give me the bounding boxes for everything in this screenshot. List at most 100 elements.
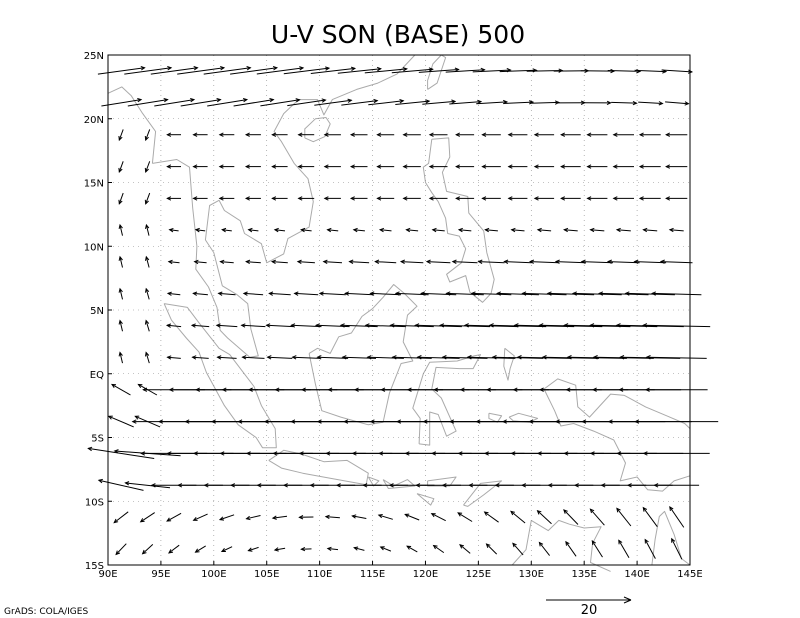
wind-vector-shaft (514, 324, 575, 328)
wind-vector-head (606, 100, 612, 106)
credit-text: GrADS: COLA/IGES (4, 607, 88, 617)
wind-vector-head (566, 355, 572, 360)
wind-vector-head (192, 291, 198, 296)
wind-vector-shaft (433, 545, 445, 554)
wind-vector-head (242, 291, 248, 296)
wind-vector-shaft (243, 292, 264, 296)
wind-vector-head (168, 387, 174, 392)
wind-vector-head (166, 132, 172, 137)
wind-vector-head (318, 291, 324, 296)
wind-vector-shaft (246, 261, 261, 264)
wind-vector-head (616, 507, 621, 513)
wind-vector-head (684, 101, 690, 106)
wind-vector-shaft (616, 508, 632, 527)
wind-vector-head (115, 550, 121, 556)
wind-vector-shaft (222, 229, 232, 232)
coastline (152, 54, 416, 358)
wind-vector-shaft (486, 543, 498, 555)
wind-vector-shaft (472, 69, 511, 73)
wind-vector-shaft (219, 514, 235, 521)
wind-vector-head (496, 291, 502, 296)
wind-vector-shaft (154, 99, 195, 107)
wind-vector-shaft (145, 192, 151, 204)
wind-vector-shaft (260, 99, 300, 107)
wind-vector-head (190, 323, 196, 328)
wind-vector-head (326, 546, 332, 552)
wind-vector-shaft (327, 548, 339, 551)
wind-vector-shaft (445, 69, 485, 73)
wind-vector-head (321, 98, 327, 103)
wind-vector-head (516, 355, 522, 360)
wind-vector-head (589, 323, 595, 328)
wind-vector-shaft (193, 513, 208, 521)
wind-vector-head (399, 259, 405, 264)
wind-vector-head (481, 164, 487, 169)
lon-tick-label: 145E (677, 569, 702, 580)
reference-vector: 20 (546, 596, 632, 618)
wind-vector-head (466, 355, 472, 360)
wind-vector-shaft (218, 292, 236, 296)
wind-vector-shaft (590, 508, 605, 526)
wind-vector-shaft (530, 101, 559, 104)
wind-vector-head (343, 419, 349, 424)
wind-vector-head (428, 132, 434, 137)
wind-vector-head (589, 508, 595, 514)
wind-vector-shaft (125, 482, 171, 489)
wind-vector-head (353, 387, 359, 392)
wind-vector-head (529, 259, 535, 264)
longitude-axis: 90E 95E 100E 105E 110E 115E 120E 125E 130E 135E 14… (98, 561, 703, 580)
lat-tick-label: EQ (90, 370, 104, 381)
wind-vector-shaft (118, 161, 124, 173)
wind-vector-head (241, 355, 247, 360)
wind-vector-shaft (395, 100, 430, 105)
wind-vector-head (626, 483, 632, 488)
wind-vector-head (477, 259, 483, 264)
wind-vector-head (616, 451, 622, 456)
wind-vector-shaft (440, 324, 491, 328)
wind-vector-shaft (547, 292, 595, 296)
wind-vector-head (297, 164, 303, 169)
wind-vector-head (615, 227, 621, 233)
wind-vector-shaft (563, 509, 579, 525)
wind-vector-head (167, 259, 173, 265)
wind-vector-head (668, 227, 674, 233)
wind-vector-head (399, 99, 405, 104)
wind-vector-head (344, 291, 350, 296)
wind-vector-shaft (314, 99, 352, 106)
wind-vector-head (195, 387, 201, 392)
wind-vector-head (220, 66, 226, 71)
wind-vector-head (563, 451, 569, 456)
wind-vector-head (394, 291, 400, 296)
wind-vector-head (140, 66, 146, 71)
wind-vector-head (638, 164, 644, 169)
wind-vector-head (87, 446, 93, 452)
wind-vector-head (565, 540, 570, 546)
wind-vector-head (510, 510, 516, 516)
wind-vector-head (245, 259, 251, 265)
wind-vector-shaft (599, 292, 649, 296)
wind-vector-head (606, 259, 612, 264)
lon-tick-label: 100E (201, 569, 226, 580)
wind-vector-shaft (177, 67, 225, 75)
wind-vector-shaft (432, 229, 445, 232)
wind-vector-head (145, 351, 150, 357)
wind-vector-head (665, 132, 671, 137)
wind-vector-shaft (180, 99, 221, 107)
reference-arrowhead (623, 596, 632, 604)
coastline (651, 510, 691, 566)
wind-vector-shaft (230, 67, 277, 75)
wind-vector-head (501, 419, 507, 424)
wind-vector-head (580, 259, 586, 264)
wind-vector-shaft (446, 292, 484, 296)
wind-vector-head (536, 227, 542, 233)
lat-lon-grid (108, 55, 690, 565)
wind-vector-head (494, 483, 500, 488)
wind-vector-head (425, 99, 431, 104)
wind-vector-head (615, 323, 621, 328)
coastline (427, 476, 457, 487)
wind-vector-shaft (415, 324, 462, 328)
wind-vector-shaft (459, 544, 471, 554)
wind-vector-head (193, 66, 199, 71)
wind-vector-head (134, 415, 140, 420)
wind-vector-shaft (390, 324, 434, 328)
